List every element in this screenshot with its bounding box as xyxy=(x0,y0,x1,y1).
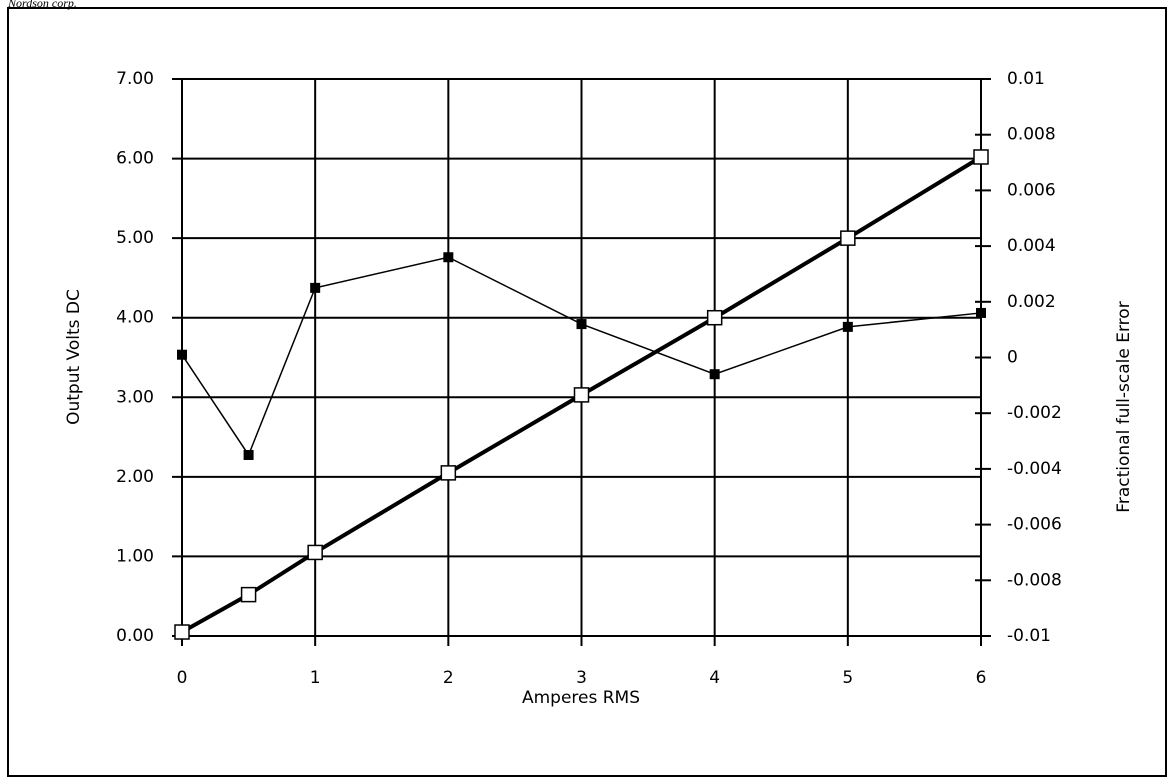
marker xyxy=(240,586,257,603)
marker xyxy=(842,321,853,332)
y2-tick-label: 0.002 xyxy=(1007,292,1056,312)
x-tick-label: 4 xyxy=(709,668,720,688)
y-tick-label: 2.00 xyxy=(116,467,154,487)
marker xyxy=(440,465,457,481)
x-tick-label: 0 xyxy=(177,668,188,688)
marker xyxy=(709,369,720,380)
y2-tick-label: -0.002 xyxy=(1007,403,1062,423)
marker xyxy=(973,149,989,165)
y2-tick-label: 0.004 xyxy=(1007,236,1056,256)
marker xyxy=(840,230,856,246)
x-tick-label: 2 xyxy=(443,668,454,688)
marker xyxy=(243,449,254,460)
y-tick-label: 1.00 xyxy=(116,546,154,566)
chart-frame xyxy=(7,7,1167,777)
y-tick-label: 0.00 xyxy=(116,626,154,646)
marker xyxy=(177,349,187,360)
y2-tick-label: 0.006 xyxy=(1007,180,1056,200)
y2-tick-label: -0.01 xyxy=(1007,626,1051,646)
y-tick-label: 5.00 xyxy=(116,228,154,248)
marker xyxy=(706,309,723,326)
x-tick-label: 5 xyxy=(842,668,853,688)
x-tick-label: 3 xyxy=(576,668,587,688)
x-tick-label: 1 xyxy=(310,668,321,688)
y-axis-title: Output Volts DC xyxy=(64,289,84,425)
y2-tick-label: -0.004 xyxy=(1007,459,1062,479)
marker xyxy=(976,307,986,318)
marker xyxy=(174,624,190,640)
series-line xyxy=(181,256,982,457)
y-tick-label: 3.00 xyxy=(116,387,154,407)
y-tick-label: 6.00 xyxy=(116,149,154,169)
y-tick-label: 4.00 xyxy=(116,308,154,328)
y2-tick-label: 0 xyxy=(1007,348,1018,368)
y2-tick-label: -0.008 xyxy=(1007,570,1062,590)
y2-tick-label: 0.01 xyxy=(1007,69,1045,89)
y-tick-label: 7.00 xyxy=(116,69,154,89)
y2-tick-label: -0.006 xyxy=(1007,515,1062,535)
x-tick-label: 6 xyxy=(976,668,987,688)
marker xyxy=(573,387,590,403)
marker xyxy=(443,252,454,263)
marker xyxy=(310,282,321,293)
series-line xyxy=(181,155,983,634)
marker xyxy=(576,319,587,330)
x-axis-title: Amperes RMS xyxy=(522,688,640,708)
caption: Nordson corp. xyxy=(7,0,77,10)
y2-axis-title: Fractional full-scale Error xyxy=(1114,301,1134,512)
y2-tick-label: 0.008 xyxy=(1007,125,1056,145)
marker xyxy=(307,544,323,561)
